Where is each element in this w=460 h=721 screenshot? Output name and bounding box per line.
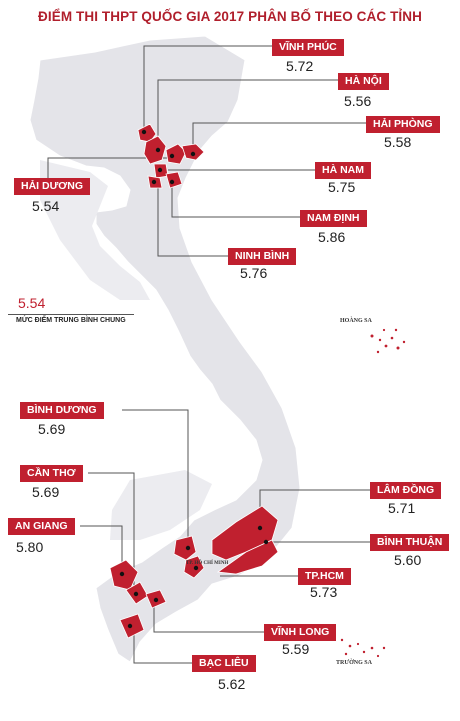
leader-nam-dinh (171, 182, 300, 218)
province-dots (119, 129, 269, 629)
province-shape-binh-duong (173, 535, 197, 561)
score-ninh-binh: 5.76 (240, 265, 268, 281)
score-hai-phong: 5.58 (384, 134, 412, 150)
leader-bac-lieu (133, 626, 192, 664)
average-label: MỨC ĐIỂM TRUNG BÌNH CHUNG (16, 317, 126, 324)
south-provinces (109, 505, 279, 639)
province-shape-hai-duong (165, 143, 187, 165)
leader-an-giang (80, 525, 123, 574)
score-ha-nam: 5.75 (328, 179, 356, 195)
label-binh-duong: BÌNH DƯƠNG (20, 402, 104, 419)
hoang-sa-islands (370, 328, 406, 354)
score-binh-duong: 5.69 (38, 421, 66, 437)
score-binh-thuan: 5.60 (394, 552, 422, 568)
province-shape-tp-hcm (183, 555, 205, 579)
dot-vinh-long (153, 597, 159, 603)
province-shape-binh-thuan (216, 539, 279, 575)
truong-sa-islands (340, 638, 386, 658)
label-nam-dinh: NAM ĐỊNH (300, 210, 367, 227)
leader-ninh-binh (157, 182, 228, 257)
score-can-tho: 5.69 (32, 484, 60, 500)
label-hai-duong: HẢI DƯƠNG (14, 178, 91, 195)
dot-tp-hcm (193, 565, 199, 571)
label-bac-lieu: BẠC LIÊU (192, 655, 256, 672)
dot-lam-dong (257, 525, 263, 531)
leader-vinh-long (153, 600, 264, 633)
label-can-tho: CẦN THƠ (20, 465, 83, 482)
dot-ha-noi (155, 147, 161, 153)
dot-can-tho (133, 591, 139, 597)
score-lam-dong: 5.71 (388, 500, 416, 516)
dot-binh-thuan (263, 539, 269, 545)
label-hai-phong: HẢI PHÒNG (366, 116, 440, 133)
dot-ninh-binh (151, 179, 157, 185)
label-ha-noi: HÀ NỘI (338, 73, 389, 90)
average-divider (8, 314, 134, 315)
leader-hai-duong (47, 157, 172, 178)
label-an-giang: AN GIANG (8, 518, 75, 535)
score-ha-noi: 5.56 (344, 93, 372, 109)
label-vinh-phuc: VĨNH PHÚC (272, 39, 344, 56)
score-an-giang: 5.80 (16, 539, 44, 555)
dot-vinh-phuc (141, 129, 147, 135)
label-lam-dong: LÂM ĐỒNG (370, 482, 442, 499)
score-vinh-phuc: 5.72 (286, 58, 314, 74)
map-title: ĐIỂM THI THPT QUỐC GIA 2017 PHÂN BỐ THEO… (38, 9, 422, 24)
province-shape-ha-noi (143, 135, 167, 165)
dot-bac-lieu (127, 623, 133, 629)
label-tp-hcm: TP.HCM (298, 568, 351, 585)
leader-binh-duong (122, 409, 189, 546)
dot-hai-phong (190, 151, 196, 157)
neighbour-land (40, 160, 150, 300)
leader-ha-noi (157, 79, 338, 142)
truong-sa-label: TRƯỜNG SA (336, 660, 372, 666)
hoang-sa-label: HOÀNG SA (340, 318, 372, 324)
dot-nam-dinh (169, 179, 175, 185)
average-score: 5.54 (18, 295, 46, 311)
province-shape-an-giang (109, 559, 139, 591)
province-shape-nam-dinh (165, 171, 183, 189)
hcm-small-label: TP. HỒ CHÍ MINH (186, 561, 229, 566)
dot-an-giang (119, 571, 125, 577)
score-nam-dinh: 5.86 (318, 229, 346, 245)
score-hai-duong: 5.54 (32, 198, 60, 214)
label-vinh-long: VĨNH LONG (264, 624, 337, 641)
dot-ha-nam (157, 167, 163, 173)
vietnam-land (29, 35, 301, 663)
label-binh-thuan: BÌNH THUẬN (370, 534, 450, 551)
leader-vinh-phuc (143, 45, 272, 128)
leader-can-tho (88, 472, 135, 596)
score-tp-hcm: 5.73 (310, 584, 338, 600)
label-ninh-binh: NINH BÌNH (228, 248, 297, 265)
score-bac-lieu: 5.62 (218, 676, 246, 692)
score-vinh-long: 5.59 (282, 641, 310, 657)
label-ha-nam: HÀ NAM (315, 162, 371, 179)
dot-hai-duong (169, 153, 175, 159)
province-shape-vinh-phuc (137, 123, 157, 143)
dot-binh-duong (185, 545, 191, 551)
cambodia-land (110, 470, 212, 540)
